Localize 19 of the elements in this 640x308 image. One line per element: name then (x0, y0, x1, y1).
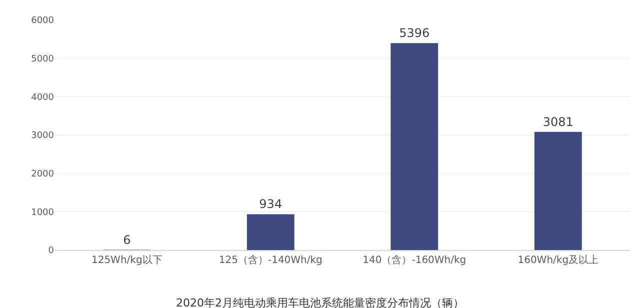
bar (534, 132, 582, 250)
text: 2020年2月纯电动乘用车电池系统能量密度分布情况（辆） (176, 296, 464, 308)
y-tick-label: 2000 (31, 169, 54, 180)
y-tick-label: 6000 (31, 16, 54, 26)
y-tick-label: 3000 (31, 131, 54, 142)
y-tick-label: 0 (48, 246, 54, 256)
y-tick-label: 5000 (31, 54, 54, 64)
data-label: 5396 (399, 26, 430, 40)
bar (390, 43, 438, 250)
bar (246, 214, 294, 250)
data-label: 3081 (542, 114, 574, 129)
x-tick-label: 160Wh/kg及以上 (518, 254, 599, 266)
data-label: 934 (259, 197, 282, 212)
x-tick-label: 140（含）-160Wh/kg (362, 254, 466, 266)
y-tick-label: 4000 (31, 92, 54, 103)
x-tick-label: 125Wh/kg以下 (91, 254, 162, 266)
y-tick-label: 1000 (31, 208, 54, 218)
x-tick-label: 125（含）-140Wh/kg (218, 254, 322, 266)
data-label: 6 (123, 232, 131, 247)
